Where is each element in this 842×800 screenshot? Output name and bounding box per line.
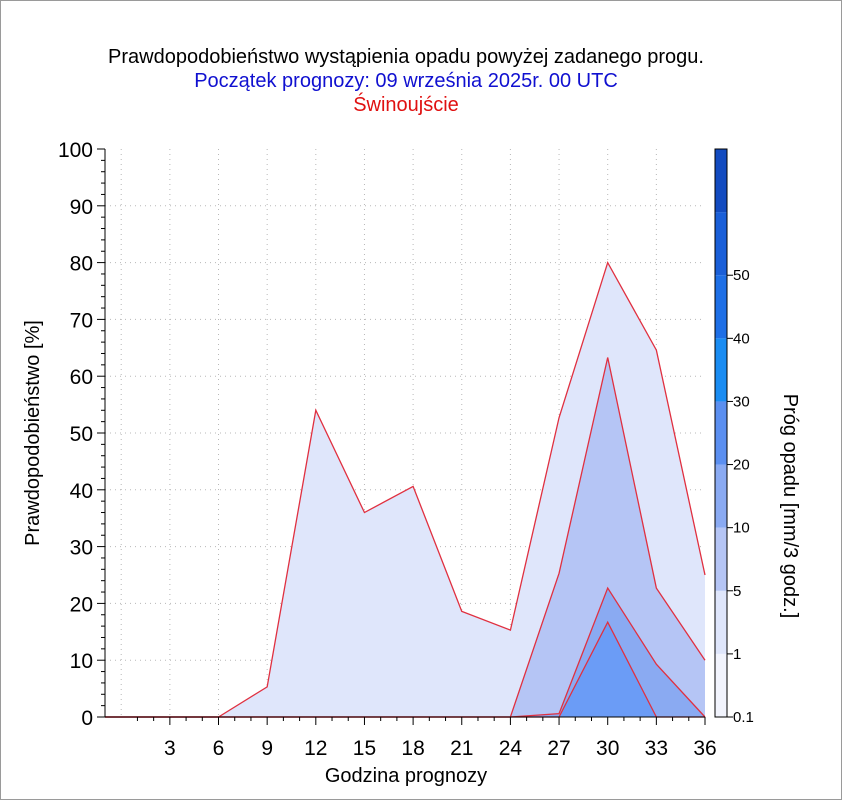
colorbar-label: Próg opadu [mm/3 godz.]: [779, 394, 801, 619]
y-tick-label: 10: [70, 650, 93, 673]
colorbar-tick-label: 0.1: [733, 709, 754, 726]
chart-title: Prawdopodobieństwo wystąpienia opadu pow…: [108, 46, 704, 68]
x-axis-label: Godzina prognozy: [325, 765, 487, 787]
y-tick-label: 70: [70, 309, 93, 332]
colorbar-border: [714, 148, 728, 718]
x-tick-label: 30: [596, 737, 619, 760]
y-tick-label: 20: [70, 593, 93, 616]
x-tick-label: 6: [213, 737, 225, 760]
colorbar-segment: [715, 527, 727, 591]
colorbar: 0.1 1 5 10 20 30 40 50: [714, 148, 754, 726]
chart-subtitle: Początek prognozy: 09 września 2025r. 00…: [194, 70, 618, 92]
x-tick-label: 12: [304, 737, 327, 760]
colorbar-tick-label: 40: [733, 330, 750, 347]
x-tick-label: 15: [353, 737, 376, 760]
y-tick-label: 50: [70, 423, 93, 446]
x-tick-label: 21: [450, 737, 473, 760]
x-tick-label: 36: [693, 737, 716, 760]
area-threshold-10: [105, 622, 705, 717]
colorbar-segment: [715, 590, 727, 654]
x-tick-label: 24: [499, 737, 523, 760]
colorbar-tick-label: 1: [733, 646, 741, 663]
chart-location: Świnoujście: [353, 92, 459, 116]
colorbar-segment: [715, 212, 727, 276]
colorbar-tick-label: 20: [733, 457, 750, 474]
x-tick-label: 18: [401, 737, 424, 760]
colorbar-segment: [715, 653, 727, 717]
x-tick-label: 9: [261, 737, 273, 760]
y-tick-label: 30: [70, 537, 93, 560]
colorbar-segment: [715, 275, 727, 339]
y-tick-label: 90: [70, 196, 93, 219]
y-tick-label: 100: [58, 139, 93, 162]
y-tick-label: 80: [70, 253, 93, 276]
colorbar-tick-label: 5: [733, 583, 741, 600]
colorbar-tick-label: 10: [733, 520, 750, 537]
colorbar-segment: [715, 338, 727, 402]
colorbar-segment: [715, 149, 727, 213]
colorbar-tick-label: 30: [733, 393, 750, 410]
colorbar-segment: [715, 464, 727, 528]
x-tick-label: 33: [645, 737, 668, 760]
x-tick-label: 3: [164, 737, 176, 760]
x-tick-label: 27: [547, 737, 570, 760]
y-axis-label: Prawdopodobieństwo [%]: [22, 320, 44, 546]
y-tick-label: 40: [70, 480, 93, 503]
y-tick-label: 60: [70, 366, 93, 389]
colorbar-segment: [715, 401, 727, 465]
area-threshold-1: [105, 357, 705, 717]
colorbar-tick-label: 50: [733, 267, 750, 284]
y-tick-label: 0: [81, 707, 93, 730]
